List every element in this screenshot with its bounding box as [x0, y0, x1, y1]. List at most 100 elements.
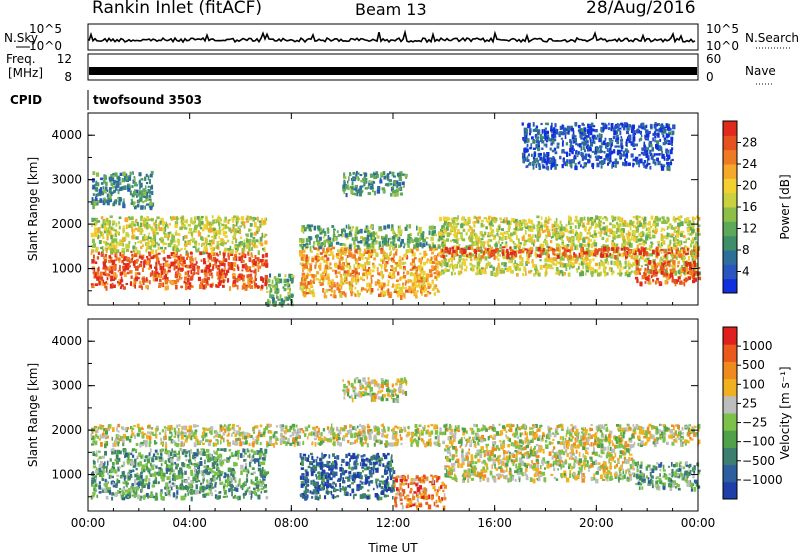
- power-echo-cell: [566, 249, 571, 253]
- power-echo-cell: [114, 233, 117, 238]
- power-echo-cell: [387, 238, 390, 243]
- power-echo-cell: [377, 279, 379, 285]
- power-echo-cell: [303, 274, 306, 278]
- power-echo-cell: [95, 193, 98, 198]
- power-echo-cell: [446, 233, 449, 238]
- power-echo-cell: [460, 249, 464, 253]
- power-echo-cell: [360, 185, 364, 188]
- power-echo-cell: [310, 290, 313, 295]
- power-echo-cell: [546, 249, 549, 253]
- power-echo-cell: [309, 282, 313, 288]
- power-echo-cell: [123, 286, 126, 290]
- power-echo-cell: [463, 253, 466, 258]
- power-echo-cell: [512, 231, 516, 236]
- power-echo-cell: [288, 295, 291, 300]
- power-echo-cell: [595, 215, 597, 220]
- power-echo-cell: [643, 247, 646, 253]
- power-echo-cell: [539, 227, 542, 230]
- power-echo-cell: [690, 242, 693, 247]
- power-echo-cell: [274, 300, 277, 305]
- power-echo-cell: [169, 223, 171, 226]
- power-echo-cell: [322, 279, 325, 283]
- power-echo-cell: [632, 248, 635, 253]
- power-echo-cell: [91, 244, 95, 248]
- power-echo-cell: [592, 269, 597, 274]
- power-echo-cell: [687, 232, 689, 235]
- power-echo-cell: [328, 237, 332, 241]
- power-echo-cell: [557, 270, 560, 275]
- power-echo-cell: [241, 242, 244, 246]
- power-echo-cell: [183, 227, 188, 230]
- power-echo-cell: [345, 224, 348, 229]
- power-echo-cell: [557, 225, 561, 230]
- power-echo-cell: [456, 217, 459, 222]
- power-echo-cell: [230, 264, 233, 269]
- power-echo-cell: [178, 275, 181, 281]
- power-echo-cell: [589, 266, 592, 271]
- power-echo-cell: [377, 186, 381, 191]
- power-echo-cell: [627, 247, 630, 252]
- power-echo-cell: [148, 218, 152, 221]
- power-echo-cell: [416, 277, 420, 283]
- power-echo-cell: [132, 282, 136, 288]
- power-echo-cell: [324, 276, 327, 281]
- power-echo-cell: [145, 225, 149, 230]
- power-echo-cell: [453, 256, 456, 261]
- power-echo-cell: [370, 279, 373, 284]
- power-echo-cell: [111, 278, 116, 281]
- power-echo-cell: [659, 124, 662, 128]
- power-echo-cell: [348, 253, 352, 258]
- power-echo-cell: [161, 227, 165, 232]
- power-echo-cell: [528, 132, 531, 136]
- power-echo-cell: [555, 247, 560, 251]
- power-echo-cell: [630, 255, 634, 259]
- power-echo-cell: [257, 267, 260, 273]
- power-echo-cell: [158, 224, 160, 230]
- power-echo-cell: [452, 265, 455, 271]
- power-echo-cell: [671, 278, 674, 283]
- power-echo-cell: [611, 241, 614, 247]
- power-echo-cell: [587, 249, 591, 255]
- power-echo-cell: [403, 275, 407, 278]
- power-echo-cell: [228, 227, 232, 232]
- power-echo-cell: [314, 264, 317, 269]
- power-echo-cell: [366, 289, 368, 293]
- power-echo-cell: [663, 219, 667, 225]
- power-echo-cell: [530, 219, 533, 225]
- power-echo-cell: [186, 286, 190, 290]
- power-echo-cell: [642, 151, 646, 156]
- power-echo-cell: [114, 274, 118, 278]
- power-echo-cell: [242, 252, 245, 257]
- power-echo-cell: [257, 285, 259, 289]
- power-echo-cell: [602, 217, 604, 220]
- power-echo-cell: [362, 272, 365, 276]
- power-echo-cell: [122, 265, 125, 269]
- power-echo-cell: [375, 231, 378, 236]
- power-echo-cell: [677, 260, 680, 265]
- power-echo-cell: [458, 258, 462, 263]
- power-echo-cell: [354, 175, 358, 180]
- power-echo-cell: [615, 248, 618, 253]
- power-echo-cell: [480, 245, 483, 249]
- power-echo-cell: [488, 234, 491, 238]
- power-echo-cell: [103, 175, 107, 181]
- power-echo-cell: [671, 265, 676, 269]
- power-echo-cell: [287, 281, 289, 286]
- power-echo-cell: [108, 223, 111, 229]
- power-echo-cell: [263, 220, 266, 225]
- power-echo-cell: [582, 146, 585, 150]
- power-echo-cell: [660, 163, 663, 168]
- power-echo-cell: [637, 215, 641, 219]
- power-echo-cell: [219, 218, 223, 222]
- power-echo-cell: [628, 266, 631, 270]
- power-echo-cell: [346, 246, 349, 250]
- freq-band: [89, 67, 697, 75]
- freq-frame: [87, 53, 699, 81]
- power-echo-cell: [149, 226, 154, 230]
- power-echo-cell: [491, 251, 495, 257]
- power-echo-cell: [305, 244, 309, 247]
- power-echo-cell: [111, 267, 113, 271]
- power-echo-cell: [99, 274, 103, 278]
- power-echo-cell: [604, 271, 607, 277]
- power-echo-cell: [641, 255, 644, 260]
